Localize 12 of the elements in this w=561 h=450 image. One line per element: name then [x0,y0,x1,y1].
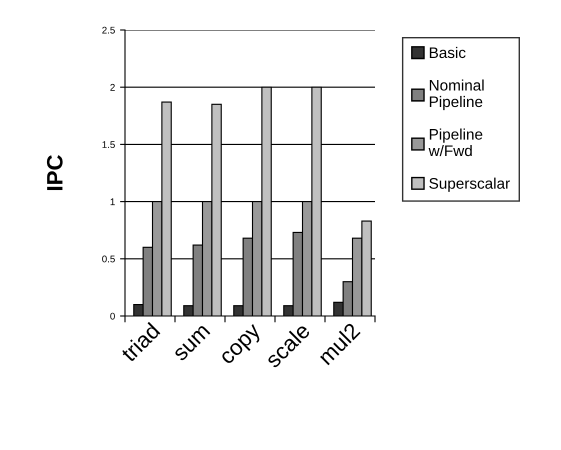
y-tick-label: 2.5 [102,26,115,34]
legend-label: Basic [430,46,466,58]
y-tick-label: 2 [110,84,115,91]
y-tick-label: 0 [110,312,115,320]
x-tick-label: sum [174,324,211,362]
legend-label: Pipeline w/Fwd [428,128,482,156]
legend-label: Nominal Pipeline [430,79,484,110]
y-tick-label: 1.5 [102,141,115,148]
y-tick-label: 0.5 [102,256,115,262]
y-tick-label: 1 [110,198,115,206]
y-axis-title: IPC [46,155,63,190]
legend-label: Superscalar [429,178,510,192]
